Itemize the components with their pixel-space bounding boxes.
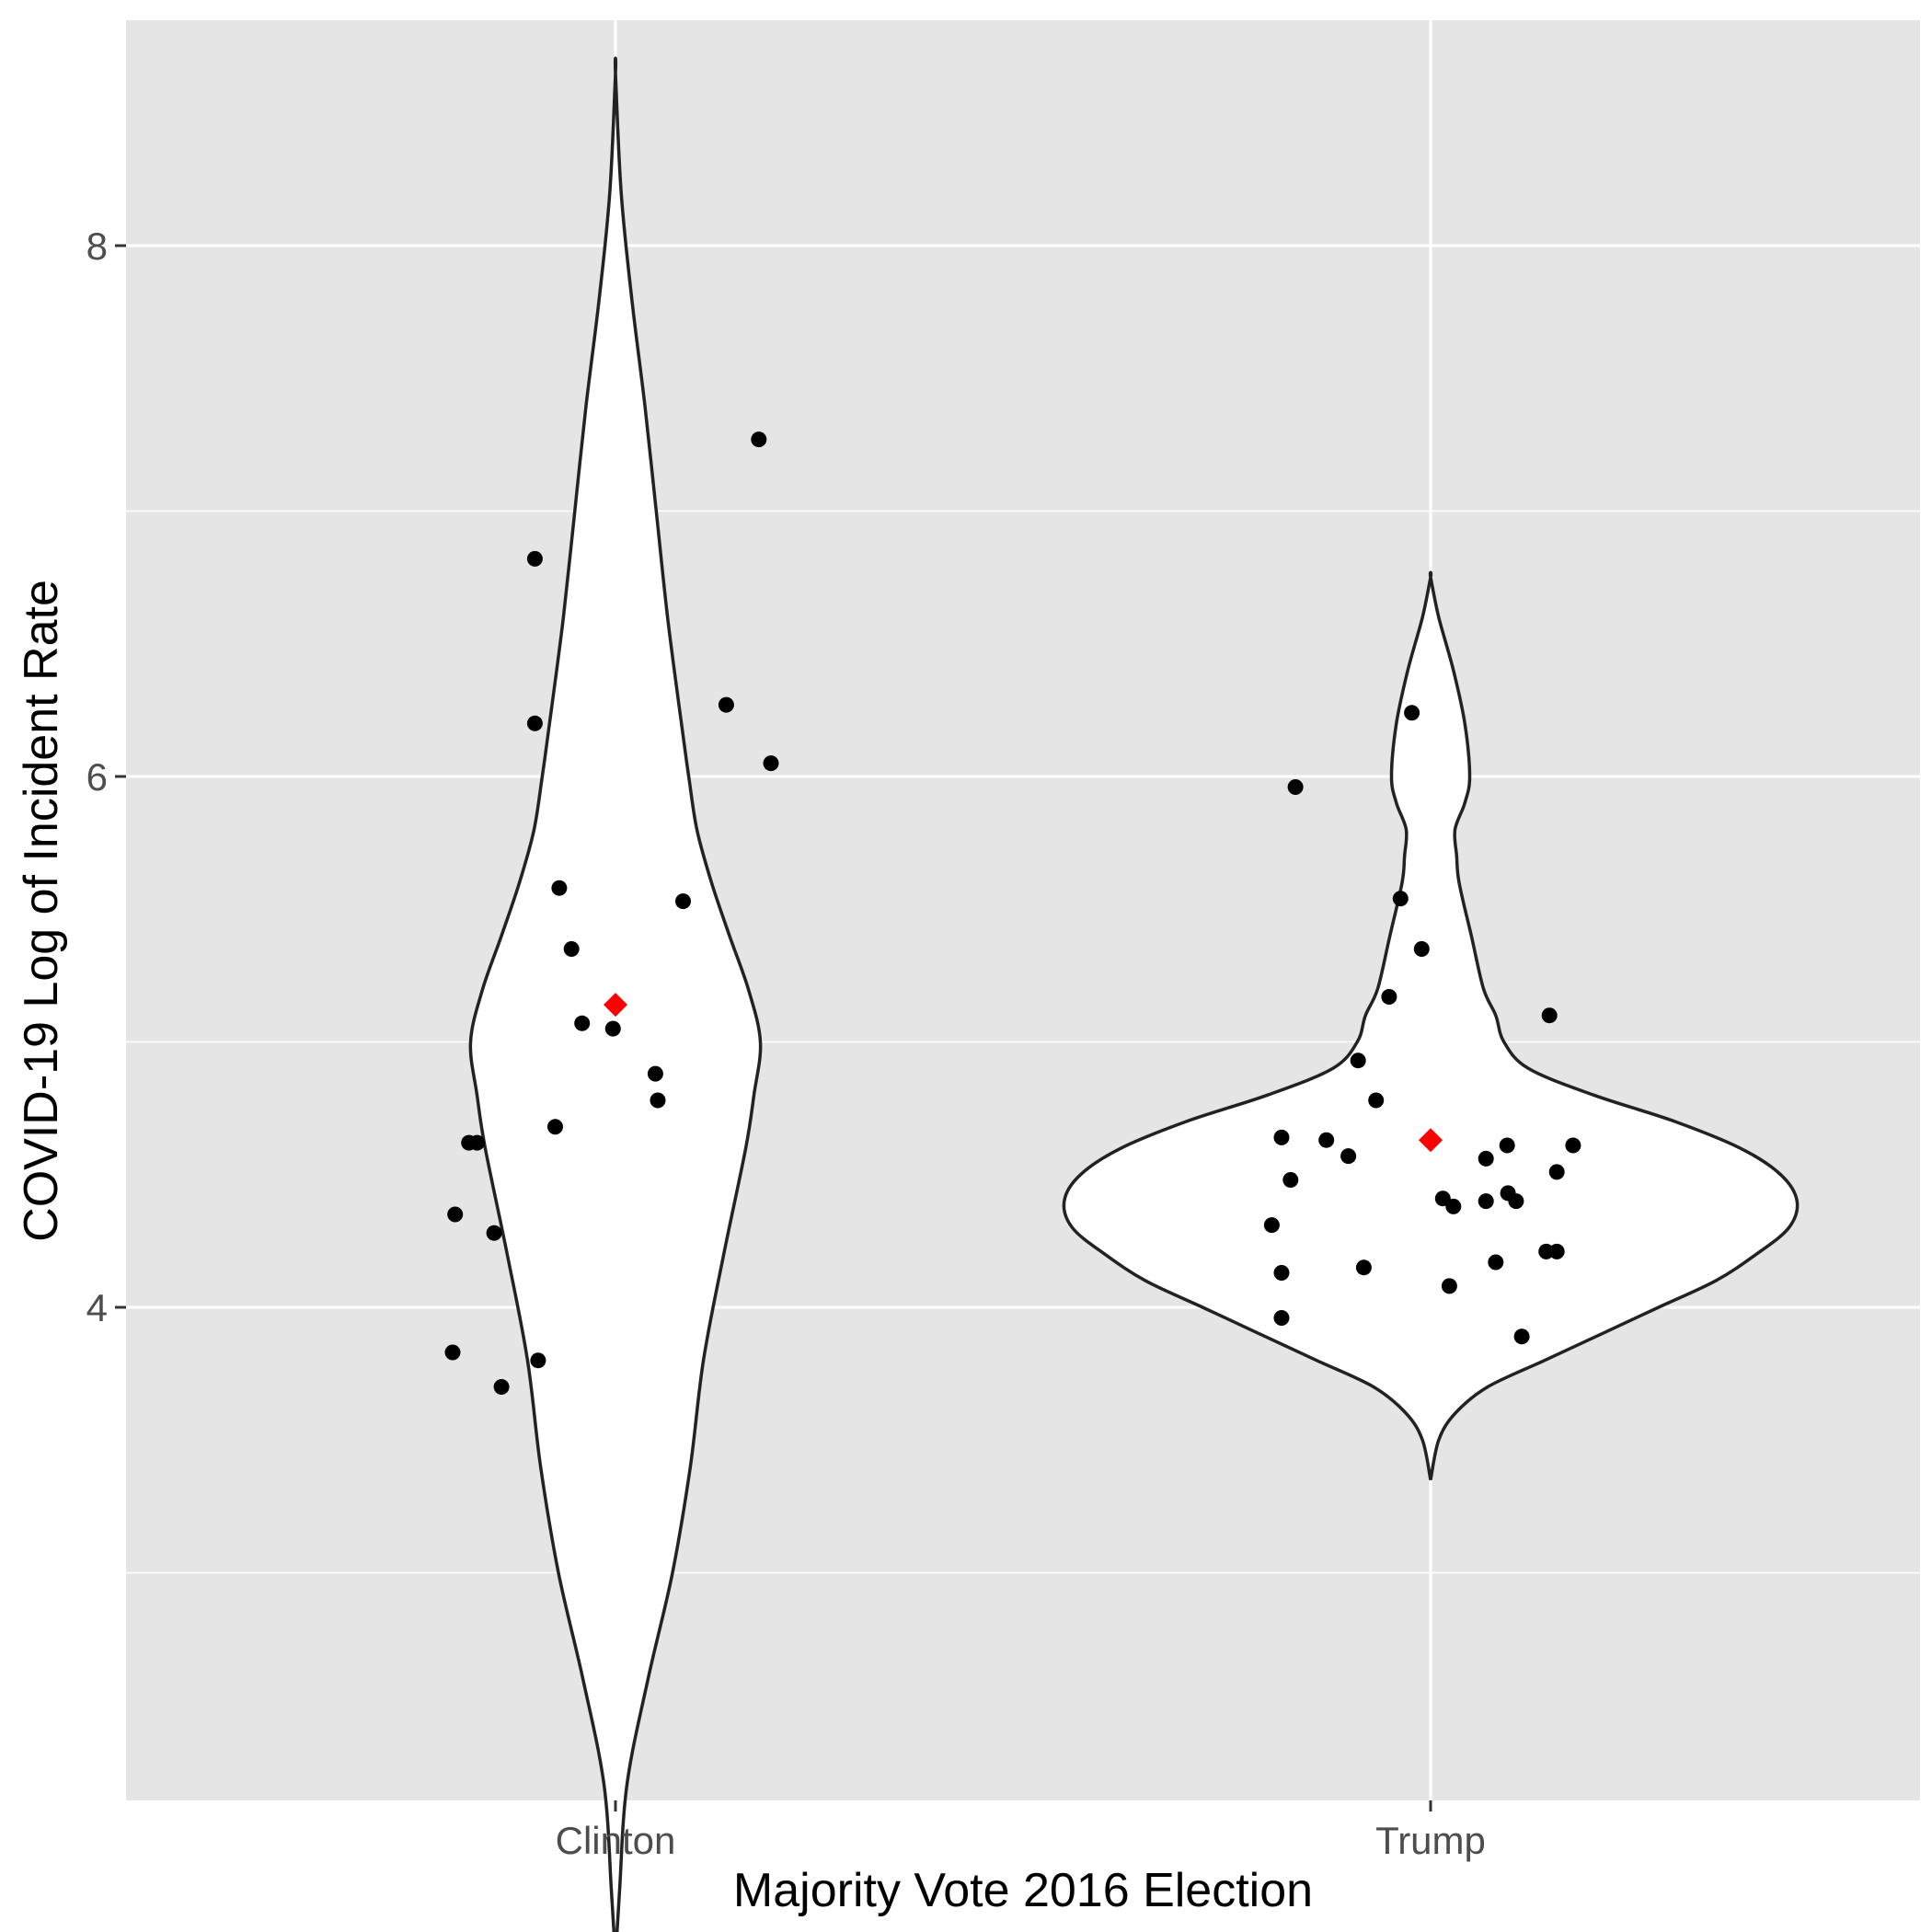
data-point-clinton — [604, 1020, 621, 1037]
data-point-clinton — [751, 431, 767, 448]
violin-trump — [1062, 570, 1800, 1480]
data-point-clinton — [530, 1352, 546, 1369]
data-point-trump — [1413, 941, 1430, 957]
data-point-clinton — [563, 941, 580, 957]
data-point-trump — [1565, 1137, 1581, 1154]
data-point-trump — [1381, 989, 1397, 1005]
data-point-trump — [1478, 1150, 1494, 1167]
axes: 4 6 8 Clinton Trump — [86, 224, 1486, 1862]
data-point-trump — [1273, 1265, 1290, 1281]
data-point-trump — [1445, 1198, 1462, 1214]
data-point-trump — [1548, 1164, 1565, 1180]
data-point-trump — [1355, 1259, 1372, 1276]
data-point-clinton — [647, 1065, 663, 1082]
y-tick-label: 6 — [86, 755, 108, 799]
y-tick-label: 4 — [86, 1286, 108, 1329]
data-point-clinton — [526, 715, 543, 731]
data-point-trump — [1273, 1129, 1290, 1145]
data-point-trump — [1541, 1007, 1558, 1024]
data-point-clinton — [486, 1225, 502, 1241]
data-point-clinton — [650, 1092, 666, 1109]
data-point-trump — [1318, 1132, 1335, 1148]
data-point-trump — [1340, 1148, 1357, 1165]
data-point-clinton — [675, 893, 691, 910]
data-point-trump — [1282, 1172, 1299, 1188]
data-point-trump — [1263, 1217, 1280, 1234]
data-point-clinton — [526, 550, 543, 567]
plot-panel — [126, 20, 1920, 1800]
data-point-clinton — [469, 1134, 485, 1151]
data-point-trump — [1478, 1193, 1494, 1210]
data-point-trump — [1441, 1278, 1457, 1294]
y-axis-title: COVID-19 Log of Incident Rate — [15, 580, 68, 1242]
data-point-trump — [1508, 1193, 1524, 1210]
data-point-trump — [1392, 891, 1409, 907]
mean-marker-trump — [1419, 1128, 1443, 1153]
data-points — [444, 431, 1581, 1395]
data-point-trump — [1404, 705, 1420, 721]
data-point-clinton — [718, 696, 734, 713]
data-point-trump — [1513, 1328, 1530, 1345]
x-axis-title: Majority Vote 2016 Election — [733, 1864, 1313, 1917]
x-tick-label-clinton: Clinton — [556, 1819, 676, 1862]
data-point-trump — [1368, 1092, 1385, 1109]
data-point-trump — [1548, 1243, 1565, 1259]
data-point-clinton — [547, 1119, 563, 1135]
y-tick-label: 8 — [86, 224, 108, 268]
data-point-clinton — [493, 1379, 510, 1395]
data-point-trump — [1273, 1310, 1290, 1326]
data-point-trump — [1287, 779, 1304, 795]
data-point-clinton — [444, 1344, 461, 1361]
data-point-clinton — [447, 1206, 464, 1223]
data-point-trump — [1434, 1190, 1451, 1207]
mean-marker-clinton — [604, 993, 627, 1018]
data-point-trump — [1499, 1137, 1515, 1154]
data-point-clinton — [574, 1015, 591, 1031]
data-point-clinton — [763, 755, 779, 772]
data-point-trump — [1488, 1254, 1504, 1271]
data-point-trump — [1350, 1052, 1366, 1069]
x-tick-label-trump: Trump — [1375, 1819, 1486, 1862]
mean-markers — [604, 993, 1443, 1153]
data-point-clinton — [551, 880, 568, 896]
